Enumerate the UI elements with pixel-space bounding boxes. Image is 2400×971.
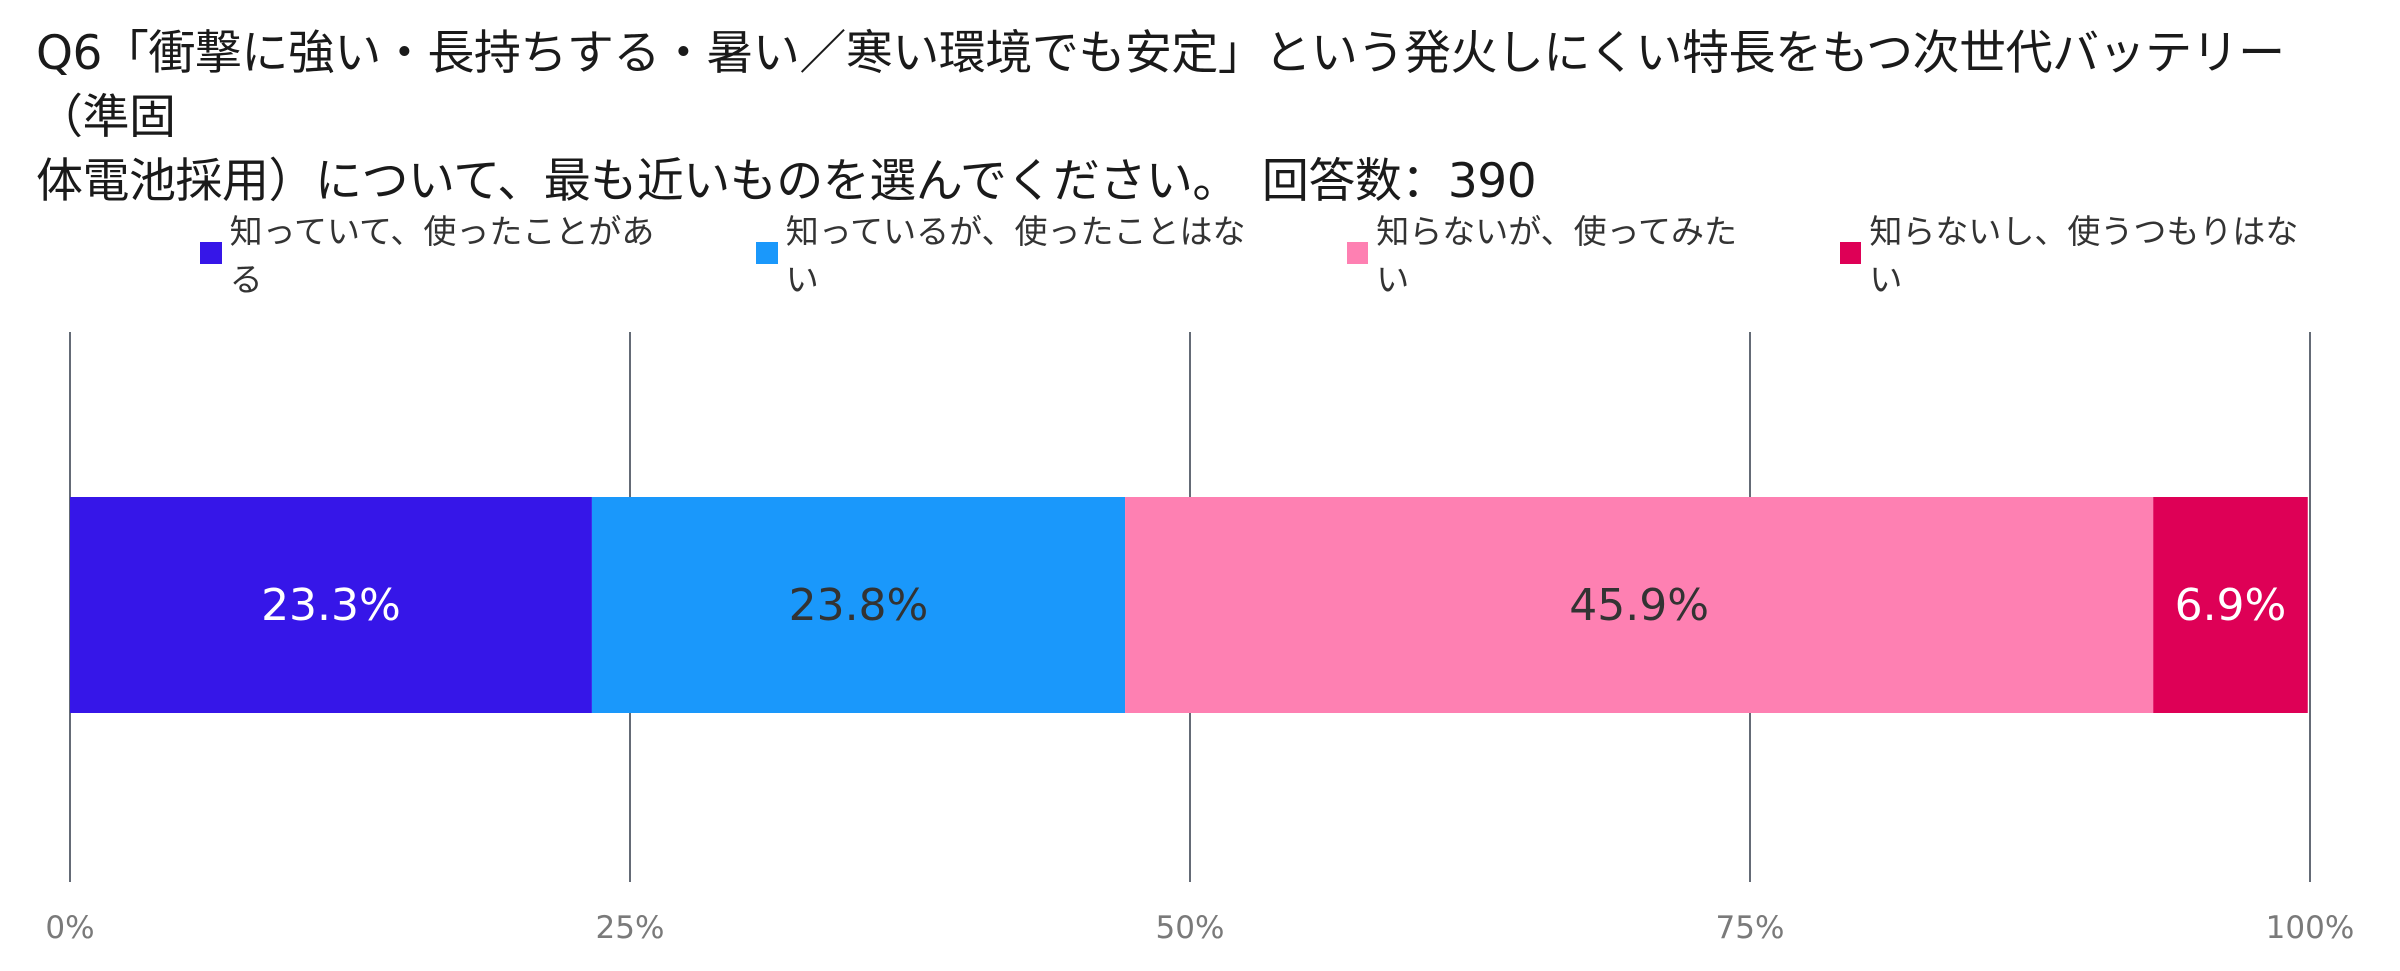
bar-segment-2	[1125, 497, 2154, 713]
chart-title: Q6「衝撃に強い・長持ちする・暑い／寒い環境でも安定」という発火しにくい特長をも…	[36, 22, 2376, 214]
data-label-2: 45.9%	[1569, 580, 1709, 631]
bar-segment-1	[591, 497, 1126, 713]
x-tick-label: 50%	[1156, 910, 1225, 946]
chart-title-line-1: Q6「衝撃に強い・長持ちする・暑い／寒い環境でも安定」という発火しにくい特長をも…	[36, 26, 2285, 145]
bar-segment-3	[2153, 497, 2308, 713]
legend-item-aware-not-used: 知っているが、使ったことはない	[756, 205, 1271, 301]
x-axis-ticks: 0% 25% 50% 75% 100%	[45, 910, 2354, 946]
legend-swatch	[200, 242, 222, 264]
legend-item-unaware-want: 知らないが、使ってみたい	[1346, 205, 1764, 301]
chart-legend: 知っていて、使ったことがある 知っているが、使ったことはない 知らないが、使って…	[200, 212, 2400, 299]
bar-segments	[70, 497, 2308, 713]
legend-label: 知らないし、使うつもりはない	[1869, 212, 2299, 299]
x-tick-label: 25%	[596, 910, 665, 946]
data-label-3: 6.9%	[2175, 580, 2287, 631]
x-tick-label: 75%	[1716, 910, 1785, 946]
legend-item-unaware-no-intent: 知らないし、使うつもりはない	[1839, 205, 2324, 301]
legend-swatch	[1839, 242, 1862, 264]
legend-label: 知らないが、使ってみたい	[1376, 212, 1737, 299]
legend-swatch	[1346, 242, 1369, 264]
data-label-1: 23.8%	[789, 580, 929, 631]
x-tick-label: 0%	[45, 910, 94, 946]
legend-swatch	[756, 242, 778, 264]
legend-label: 知っていて、使ったことがある	[229, 212, 655, 299]
legend-label: 知っているが、使ったことはない	[785, 212, 1246, 299]
chart-title-line-2: 体電池採用）について、最も近いものを選んでください。 回答数：390	[36, 154, 1537, 209]
x-tick-label: 100%	[2266, 910, 2355, 946]
data-labels: 23.3% 23.8% 45.9% 6.9%	[261, 580, 2286, 631]
bar-segment-0	[70, 497, 592, 713]
legend-item-aware-used: 知っていて、使ったことがある	[200, 205, 680, 301]
data-label-0: 23.3%	[261, 580, 401, 631]
